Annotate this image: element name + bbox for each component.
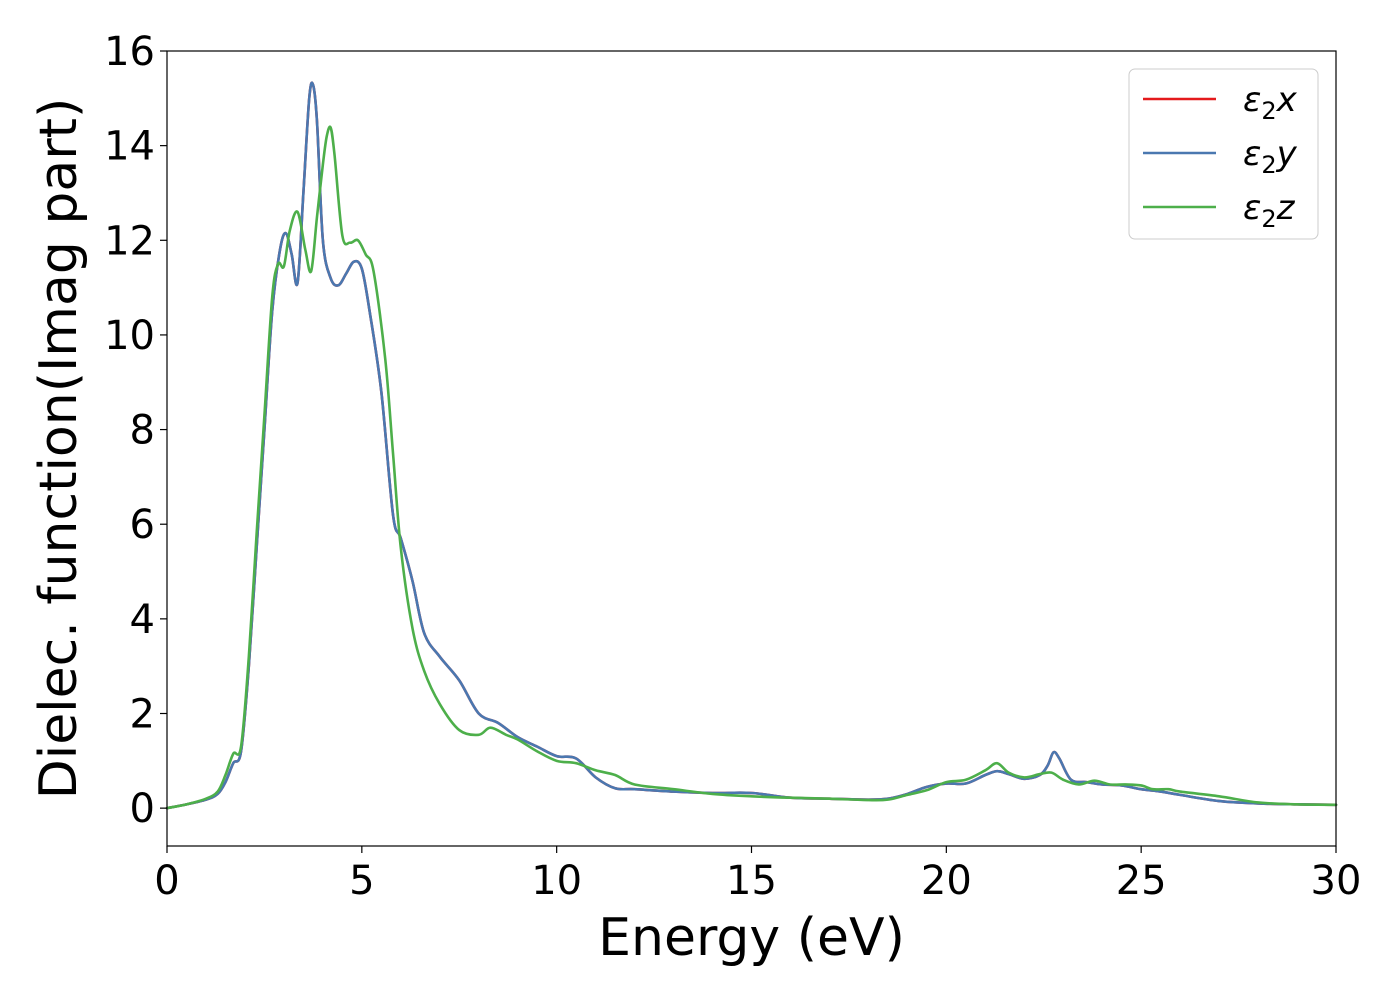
series-line-y	[165, 81, 1338, 810]
series-layer	[165, 81, 1338, 810]
x-tick-label: 25	[1116, 858, 1167, 904]
legend-box	[1128, 68, 1319, 240]
y-tick-label: 10	[104, 313, 155, 359]
x-tick-label: 30	[1311, 858, 1362, 904]
y-axis-ticks: 0 2 4 6 8 10 12 14 16	[104, 29, 167, 832]
x-tick-label: 0	[154, 858, 179, 904]
y-tick-label: 8	[130, 408, 155, 454]
x-axis-ticks: 0 5 10 15 20 25 30	[154, 846, 1361, 904]
x-tick-label: 10	[531, 858, 582, 904]
x-tick-label: 5	[349, 858, 374, 904]
x-axis-label: Energy (eV)	[598, 908, 905, 968]
legend-label-x: ε2x	[1243, 80, 1298, 125]
y-tick-label: 14	[104, 124, 155, 170]
x-tick-label: 20	[921, 858, 972, 904]
y-tick-label: 6	[130, 502, 155, 548]
legend-label-y: ε2y	[1243, 134, 1298, 179]
y-tick-label: 2	[130, 692, 155, 738]
legend: ε2x ε2y ε2z	[1128, 68, 1319, 240]
y-tick-label: 0	[130, 786, 155, 832]
y-axis-label: Dielec. function(Imag part)	[29, 98, 89, 800]
y-tick-label: 12	[104, 218, 155, 264]
series-line-z	[165, 125, 1338, 810]
legend-label-z: ε2z	[1243, 188, 1296, 233]
y-tick-label: 4	[130, 597, 155, 643]
x-tick-label: 15	[726, 858, 777, 904]
y-tick-label: 16	[104, 29, 155, 75]
